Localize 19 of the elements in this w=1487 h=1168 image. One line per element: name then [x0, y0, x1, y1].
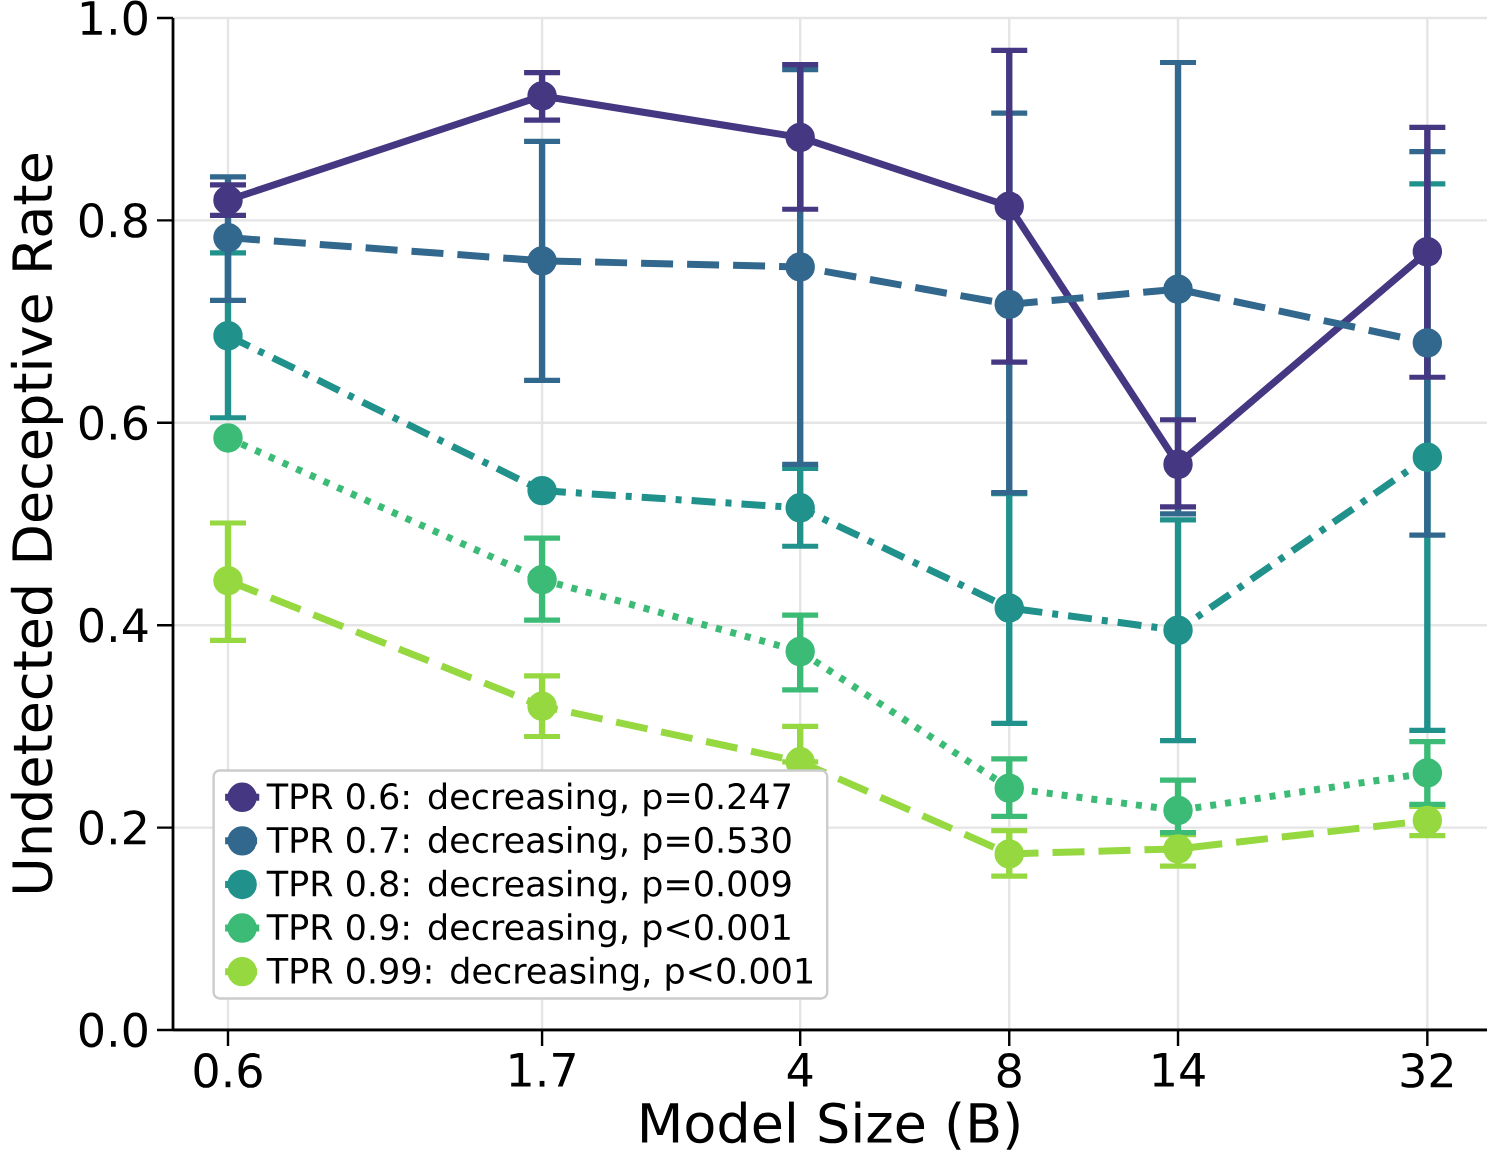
x-tick-label: 4: [787, 1053, 813, 1087]
legend-label: TPR 0.7: decreasing, p=0.530: [266, 826, 791, 860]
x-tick-label: 14: [1153, 1053, 1205, 1087]
legend-label: TPR 0.99: decreasing, p<0.001: [266, 956, 812, 991]
x-tick-label: 0.6: [194, 1053, 262, 1088]
y-tick-label: 0.0: [79, 1012, 147, 1048]
y-tick-label: 0.8: [79, 202, 147, 238]
y-tick-label: 0.4: [79, 607, 148, 643]
legend-label: TPR 0.6: decreasing, p=0.247: [266, 782, 790, 817]
x-tick-label: 1.7: [510, 1053, 575, 1087]
x-tick-label: 32: [1401, 1053, 1453, 1088]
y-axis-title: Undetected Deceptive Rate: [10, 154, 64, 893]
y-tick-label: 0.2: [79, 810, 146, 845]
legend-label: TPR 0.9: decreasing, p<0.001: [266, 913, 790, 948]
x-axis-title: Model Size (B): [642, 1101, 1019, 1150]
y-tick-label: 0.6: [79, 405, 148, 441]
y-tick-label: 1.0: [81, 0, 147, 36]
legend-label: TPR 0.8: decreasing, p=0.009: [266, 869, 791, 904]
x-tick-label: 8: [997, 1053, 1021, 1088]
